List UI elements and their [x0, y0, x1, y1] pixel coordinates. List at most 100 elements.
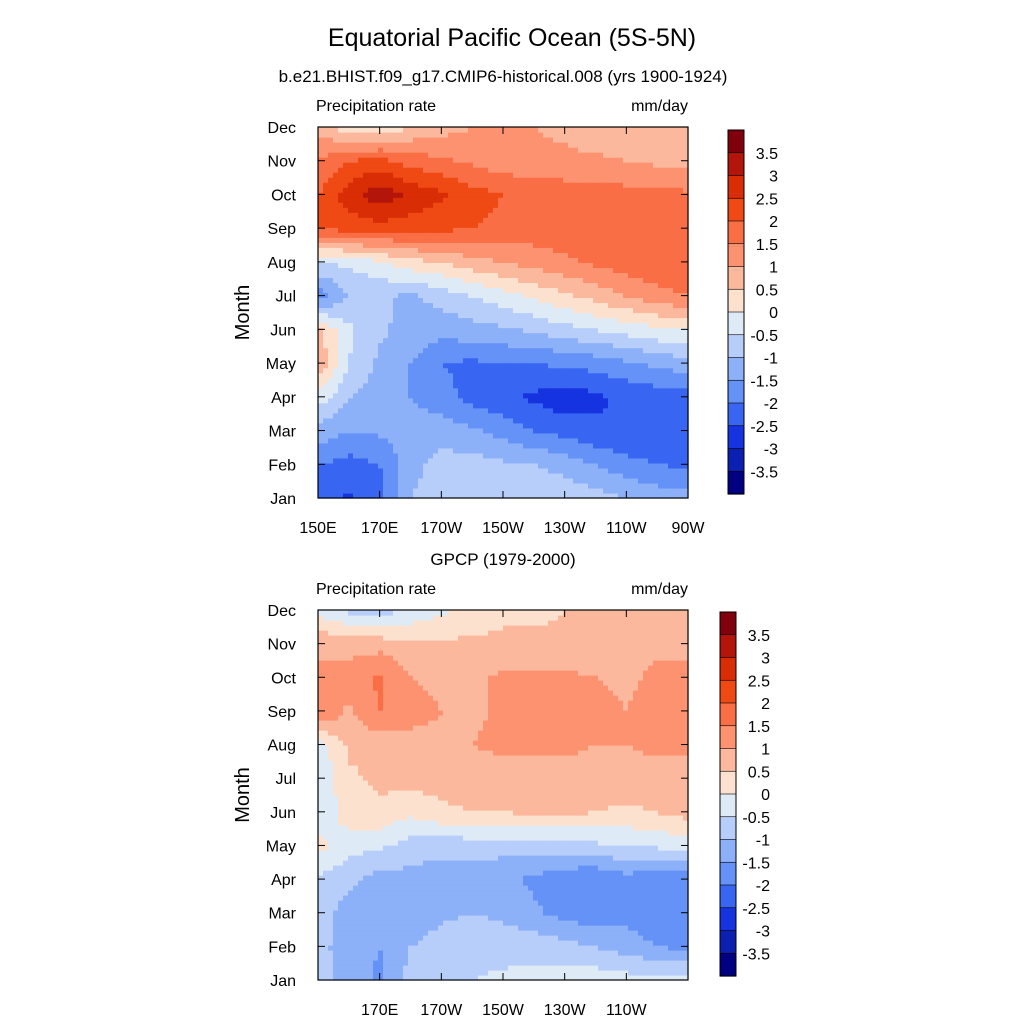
heatmap-cell: [558, 237, 564, 243]
heatmap-cell: [458, 187, 464, 193]
heatmap-cell: [538, 352, 544, 359]
heatmap-cell: [573, 162, 579, 168]
heatmap-cell: [478, 397, 484, 404]
heatmap-cell: [468, 482, 474, 489]
heatmap-cell: [368, 227, 374, 233]
heatmap-cell: [573, 192, 579, 198]
heatmap-cell: [368, 317, 374, 324]
heatmap-cell: [498, 357, 504, 364]
heatmap-cell: [368, 197, 374, 203]
heatmap-cell: [343, 392, 349, 399]
heatmap-cell: [418, 297, 424, 304]
heatmap-cell: [403, 207, 409, 213]
heatmap-cell: [508, 477, 514, 484]
heatmap-cell: [573, 172, 579, 178]
heatmap-cell: [478, 197, 484, 203]
heatmap-cell: [323, 477, 329, 484]
heatmap-cell: [603, 467, 609, 474]
heatmap-cell: [648, 332, 654, 339]
heatmap-cell: [508, 347, 514, 354]
heatmap-cell: [423, 187, 429, 193]
heatmap-cell: [468, 297, 474, 304]
heatmap-cell: [318, 227, 324, 233]
heatmap-cell: [518, 242, 524, 248]
heatmap-cell: [548, 302, 554, 309]
heatmap-cell: [368, 472, 374, 479]
heatmap-cell: [473, 367, 479, 374]
heatmap-cell: [443, 457, 449, 464]
heatmap-cell: [528, 432, 534, 439]
heatmap-cell: [663, 397, 669, 404]
heatmap-cell: [453, 372, 459, 379]
heatmap-cell: [673, 177, 679, 183]
heatmap-cell: [328, 442, 334, 449]
heatmap-cell: [618, 382, 624, 389]
heatmap-cell: [438, 362, 444, 369]
heatmap-cell: [383, 307, 389, 314]
heatmap-cell: [358, 422, 364, 429]
heatmap-cell: [403, 342, 409, 349]
heatmap-cell: [368, 327, 374, 334]
heatmap-cell: [543, 377, 549, 384]
heatmap-cell: [483, 217, 489, 223]
heatmap-cell: [533, 392, 539, 399]
heatmap-cell: [573, 487, 579, 494]
heatmap-cell: [668, 407, 674, 414]
heatmap-cell: [338, 387, 344, 394]
heatmap-cell: [453, 217, 459, 223]
heatmap-cell: [478, 462, 484, 469]
heatmap-cell: [443, 187, 449, 193]
heatmap-cell: [543, 317, 549, 324]
heatmap-cell: [663, 252, 669, 258]
heatmap-cell: [448, 487, 454, 494]
heatmap-cell: [533, 372, 539, 379]
heatmap-cell: [683, 367, 689, 374]
heatmap-cell: [353, 252, 359, 258]
heatmap-cell: [383, 237, 389, 243]
heatmap-cell: [348, 202, 354, 208]
heatmap-cell: [333, 207, 339, 213]
heatmap-cell: [523, 247, 529, 253]
heatmap-cell: [488, 377, 494, 384]
heatmap-cell: [588, 482, 594, 489]
heatmap-cell: [373, 202, 379, 208]
heatmap-cell: [443, 157, 449, 163]
heatmap-cell: [638, 287, 644, 294]
heatmap-cell: [323, 287, 329, 294]
heatmap-cell: [628, 412, 634, 419]
heatmap-cell: [343, 452, 349, 459]
heatmap-cell: [558, 402, 564, 409]
heatmap-cell: [388, 472, 394, 479]
heatmap-cell: [678, 292, 684, 299]
heatmap-cell: [433, 247, 439, 253]
heatmap-cell: [673, 322, 679, 329]
heatmap-cell: [433, 317, 439, 324]
heatmap-cell: [428, 417, 434, 424]
heatmap-cell: [343, 377, 349, 384]
heatmap-cell: [353, 202, 359, 208]
heatmap-cell: [508, 237, 514, 243]
heatmap-cell: [668, 202, 674, 208]
heatmap-cell: [548, 477, 554, 484]
heatmap-cell: [508, 432, 514, 439]
heatmap-cell: [433, 212, 439, 218]
heatmap-cell: [613, 477, 619, 484]
heatmap-cell: [678, 217, 684, 223]
heatmap-cell: [613, 412, 619, 419]
heatmap-cell: [348, 372, 354, 379]
heatmap-cell: [398, 232, 404, 238]
heatmap-cell: [333, 222, 339, 228]
heatmap-cell: [478, 352, 484, 359]
heatmap-cell: [443, 382, 449, 389]
heatmap-cell: [498, 197, 504, 203]
heatmap-cell: [428, 212, 434, 218]
heatmap-cell: [653, 322, 659, 329]
heatmap-cell: [568, 427, 574, 434]
heatmap-cell: [588, 387, 594, 394]
heatmap-cell: [528, 452, 534, 459]
heatmap-cell: [413, 362, 419, 369]
heatmap-cell: [353, 192, 359, 198]
heatmap-cell: [633, 467, 639, 474]
heatmap-cell: [443, 172, 449, 178]
heatmap-cell: [463, 262, 469, 268]
